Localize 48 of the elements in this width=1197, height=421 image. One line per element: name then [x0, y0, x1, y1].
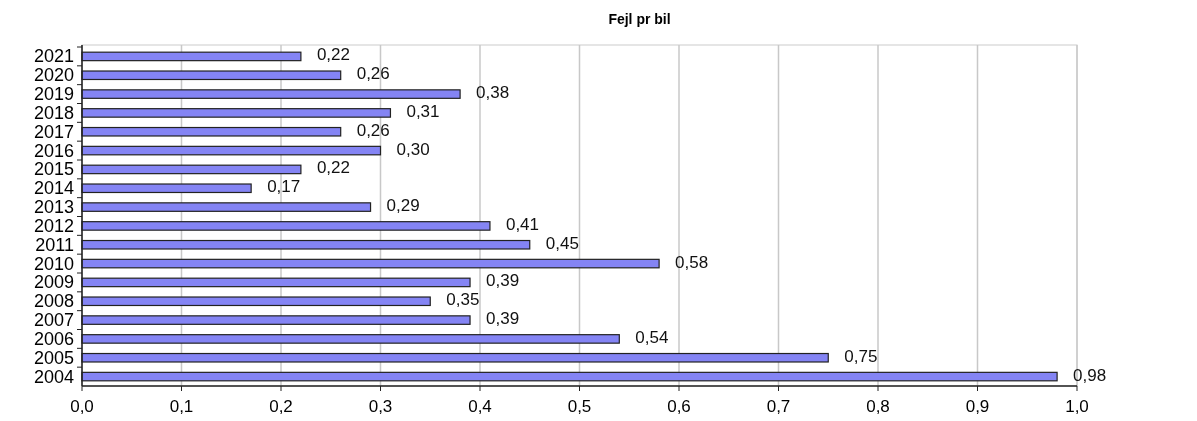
- y-tick-label: 2014: [33, 178, 74, 199]
- data-label: 0,39: [486, 271, 520, 291]
- data-label: 0,58: [675, 252, 709, 272]
- data-label: 0,30: [396, 139, 430, 159]
- y-tick-label: 2021: [33, 46, 74, 67]
- data-label: 0,22: [316, 45, 350, 65]
- y-tick-label: 2006: [33, 328, 74, 349]
- y-tick-label: 2012: [33, 215, 74, 236]
- x-tick-label: 0,4: [468, 397, 492, 416]
- data-label: 0,38: [476, 83, 510, 103]
- data-label: 0,22: [316, 158, 350, 178]
- y-tick-label: 2019: [33, 84, 74, 105]
- x-tick-label: 0,5: [567, 397, 592, 416]
- y-tick-label: 2013: [33, 197, 74, 218]
- y-tick-label: 2011: [35, 234, 74, 255]
- y-tick-label: 2020: [33, 65, 74, 86]
- x-tick-label: 0,3: [368, 397, 393, 416]
- x-tick-label: 0,8: [866, 397, 890, 416]
- x-tick-label: 0,0: [70, 397, 94, 416]
- x-tick-label: 1,0: [1065, 397, 1089, 416]
- data-label: 0,54: [635, 327, 669, 347]
- data-label: 0,75: [844, 346, 878, 366]
- y-tick-label: 2005: [33, 347, 74, 368]
- x-tick-label: 0,9: [965, 397, 990, 416]
- data-label: 0,31: [406, 101, 440, 121]
- data-label: 0,41: [505, 214, 540, 234]
- data-label: 0,39: [486, 309, 520, 329]
- y-tick-label: 2015: [33, 159, 74, 180]
- data-label: 0,26: [356, 120, 390, 140]
- data-label: 0,45: [545, 233, 579, 253]
- data-label: 0,98: [1073, 365, 1107, 385]
- data-label: 0,29: [386, 196, 420, 216]
- x-tick-label: 0,6: [667, 397, 691, 416]
- y-tick-label: 2010: [33, 253, 74, 274]
- chart-title: Fejl pr bil: [608, 11, 671, 27]
- data-label: 0,17: [267, 177, 301, 197]
- y-tick-label: 2009: [33, 272, 74, 293]
- y-tick-label: 2016: [33, 140, 74, 161]
- y-tick-label: 2008: [33, 291, 74, 312]
- y-tick-label: 2007: [33, 310, 74, 331]
- x-tick-label: 0,2: [269, 397, 293, 416]
- data-label: 0,26: [356, 64, 390, 84]
- data-label: 0,35: [446, 290, 480, 310]
- y-tick-label: 2004: [33, 366, 74, 387]
- y-tick-label: 2018: [33, 102, 74, 123]
- x-tick-label: 0,1: [169, 397, 194, 416]
- y-tick-label: 2017: [33, 121, 74, 142]
- x-tick-label: 0,7: [766, 397, 791, 416]
